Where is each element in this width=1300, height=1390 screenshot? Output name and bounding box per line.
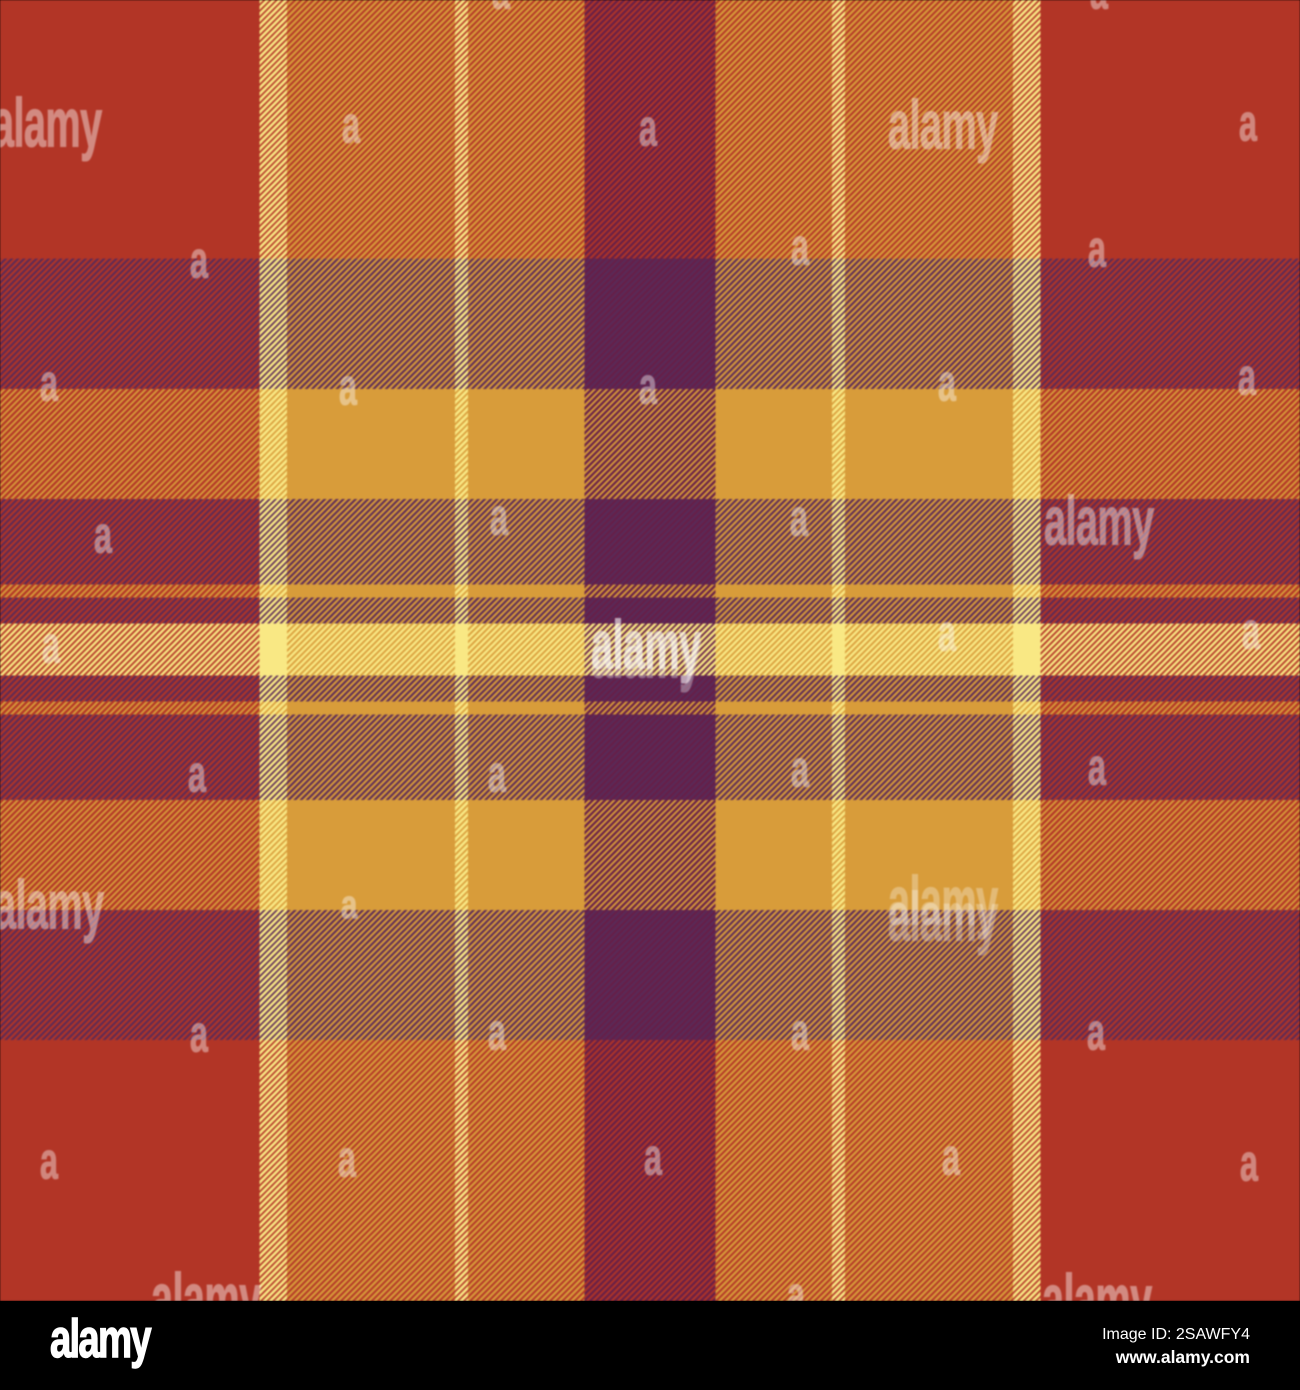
svg-text:alamy: alamy xyxy=(0,866,104,943)
svg-text:a: a xyxy=(339,359,358,417)
svg-text:a: a xyxy=(1238,349,1257,407)
svg-text:a: a xyxy=(492,0,511,20)
svg-text:alamy: alamy xyxy=(151,1259,261,1301)
svg-text:alamy: alamy xyxy=(888,878,998,955)
svg-text:a: a xyxy=(40,355,59,413)
svg-text:alamy: alamy xyxy=(1044,482,1154,559)
svg-text:a: a xyxy=(188,746,207,804)
svg-text:a: a xyxy=(787,1267,806,1301)
svg-text:a: a xyxy=(1239,95,1258,153)
svg-text:a: a xyxy=(40,1133,59,1191)
svg-text:a: a xyxy=(341,882,358,927)
svg-text:a: a xyxy=(1242,603,1261,661)
svg-text:a: a xyxy=(338,1131,357,1189)
svg-text:a: a xyxy=(190,232,209,290)
svg-text:a: a xyxy=(791,741,810,799)
svg-text:alamy: alamy xyxy=(888,86,998,163)
svg-text:a: a xyxy=(639,358,658,416)
svg-text:a: a xyxy=(791,1004,810,1062)
svg-text:a: a xyxy=(1088,739,1107,797)
svg-text:alamy: alamy xyxy=(591,615,701,692)
svg-text:a: a xyxy=(1090,0,1109,20)
svg-text:a: a xyxy=(942,1129,961,1187)
svg-text:a: a xyxy=(1088,221,1107,279)
svg-text:a: a xyxy=(790,490,809,548)
svg-text:a: a xyxy=(42,617,61,675)
svg-text:a: a xyxy=(938,355,957,413)
svg-text:a: a xyxy=(488,746,507,804)
svg-text:a: a xyxy=(190,1006,209,1064)
svg-text:a: a xyxy=(488,1004,507,1062)
svg-text:alamy: alamy xyxy=(0,84,102,161)
svg-text:a: a xyxy=(1240,1135,1259,1193)
svg-text:alamy: alamy xyxy=(591,606,701,683)
svg-text:a: a xyxy=(639,100,658,158)
svg-text:a: a xyxy=(94,507,113,565)
svg-text:alamy: alamy xyxy=(888,862,998,939)
svg-text:alamy: alamy xyxy=(1042,1260,1152,1301)
svg-text:a: a xyxy=(1087,1004,1106,1062)
svg-text:a: a xyxy=(938,605,957,663)
svg-text:a: a xyxy=(644,1129,663,1187)
svg-text:a: a xyxy=(342,97,361,155)
svg-text:a: a xyxy=(490,489,509,547)
svg-text:a: a xyxy=(791,219,810,277)
